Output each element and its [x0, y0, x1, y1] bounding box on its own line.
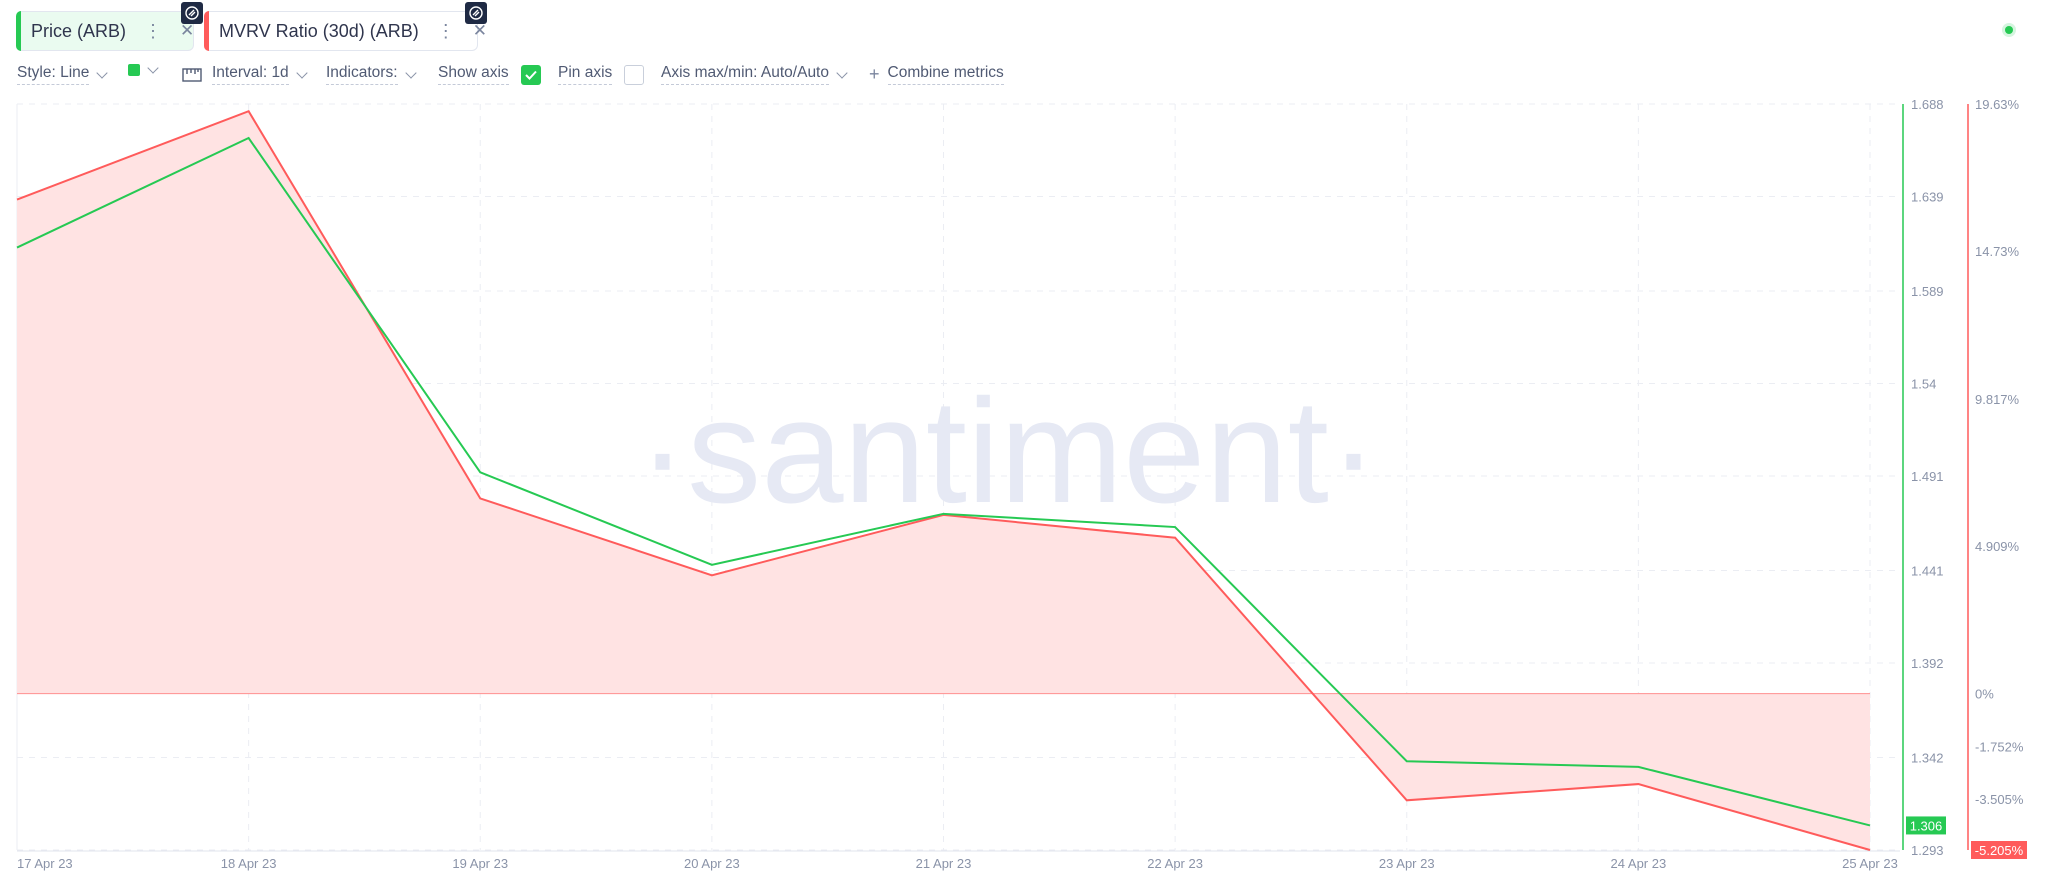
santiment-badge-icon: [465, 2, 487, 24]
mvrv-line: [16, 109, 1871, 851]
x-tick-label: 17 Apr 23: [17, 856, 73, 871]
status-dot: [2002, 23, 2016, 37]
close-icon[interactable]: ✕: [472, 21, 487, 40]
y-right-tick-label: 19.63%: [1975, 97, 2020, 112]
x-tick-label: 18 Apr 23: [221, 856, 277, 871]
y-left-tick-label: 1.441: [1911, 563, 1944, 578]
combine-metrics-button[interactable]: + Combine metrics: [869, 64, 1004, 85]
y-right-tick-label: -3.505%: [1975, 792, 2024, 807]
more-options-icon[interactable]: ⋮: [144, 20, 163, 41]
y-left-tick-label: 1.688: [1911, 97, 1944, 112]
style-dropdown[interactable]: Style: Line: [17, 64, 109, 85]
x-tick-label: 22 Apr 23: [1147, 856, 1203, 871]
y-right-tick-label: 0%: [1975, 687, 1994, 702]
x-tick-label: 21 Apr 23: [916, 856, 972, 871]
plus-icon: +: [869, 64, 880, 84]
y-right-tick-label: 9.817%: [1975, 392, 2020, 407]
show-axis-checkbox[interactable]: [520, 64, 541, 85]
axis-maxmin-dropdown[interactable]: Axis max/min: Auto/Auto: [661, 64, 848, 85]
show-axis-toggle[interactable]: Show axis: [438, 64, 541, 85]
series-color-bar: [204, 11, 209, 51]
color-swatch: [128, 64, 140, 76]
close-icon[interactable]: ✕: [180, 21, 195, 40]
y-right-tick-label: 14.73%: [1975, 244, 2020, 259]
price-current-badge: [1906, 816, 1946, 835]
interval-dropdown[interactable]: Interval: 1d: [182, 64, 308, 85]
mvrv-current-badge: [1971, 841, 2027, 859]
price-line: [16, 136, 1871, 827]
x-tick-label: 24 Apr 23: [1611, 856, 1667, 871]
checkmark-icon: [524, 70, 537, 80]
y-left-tick-label: 1.639: [1911, 190, 1944, 205]
tab-label: MVRV Ratio (30d) (ARB): [219, 20, 419, 41]
mvrv-area: [17, 111, 1870, 851]
tab-label: Price (ARB): [31, 20, 127, 41]
more-options-icon[interactable]: ⋮: [436, 20, 455, 41]
y-left-tick-label: 1.491: [1911, 469, 1944, 484]
y-left-tick-label: 1.54: [1911, 377, 1936, 392]
price-current-value: 1.306: [1910, 818, 1943, 833]
y-left-tick-label: 1.293: [1911, 843, 1944, 858]
series-color-bar: [16, 11, 21, 51]
y-right-tick-label: -1.752%: [1975, 739, 2024, 754]
pin-axis-toggle[interactable]: Pin axis: [558, 64, 645, 85]
ruler-icon: [182, 67, 202, 82]
color-picker[interactable]: [128, 62, 159, 76]
x-tick-label: 23 Apr 23: [1379, 856, 1435, 871]
santiment-badge-icon: [181, 2, 203, 24]
y-right-tick-label: 4.909%: [1975, 539, 2020, 554]
y-left-tick-label: 1.392: [1911, 656, 1944, 671]
pin-axis-checkbox[interactable]: [624, 64, 645, 85]
y-left-tick-label: 1.589: [1911, 284, 1944, 299]
x-tick-label: 19 Apr 23: [452, 856, 508, 871]
tab-price-arb[interactable]: Price (ARB) ⋮ ✕: [16, 2, 203, 51]
mvrv-current-value: -5.205%: [1975, 843, 2024, 858]
indicators-dropdown[interactable]: Indicators:: [326, 64, 417, 85]
x-tick-label: 25 Apr 23: [1842, 856, 1898, 871]
y-left-tick-label: 1.342: [1911, 750, 1944, 765]
watermark: ·santiment·: [638, 369, 1378, 534]
x-tick-label: 20 Apr 23: [684, 856, 740, 871]
tab-mvrv-arb[interactable]: MVRV Ratio (30d) (ARB) ⋮ ✕: [204, 2, 487, 51]
